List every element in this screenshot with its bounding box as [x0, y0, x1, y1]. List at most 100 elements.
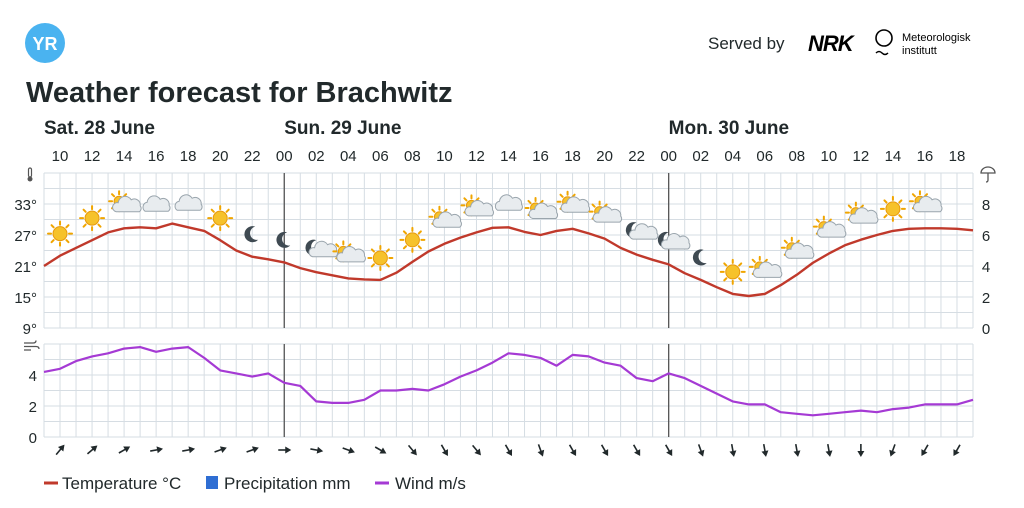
wind-arrow-head [697, 449, 705, 457]
partly-cloudy-day-icon [460, 194, 494, 217]
wind-arrow-head [666, 449, 673, 457]
temperature-tick-label: 15° [14, 290, 37, 307]
served-by-label: Served by [708, 34, 785, 53]
cloud-shape [432, 211, 462, 228]
day-label: Mon. 30 June [669, 118, 789, 139]
wind-arrow-icon [921, 444, 929, 457]
met-logo[interactable]: Meteorologisk institutt [875, 29, 971, 57]
sun-icon [79, 205, 106, 232]
hour-tick-label: 10 [821, 148, 838, 165]
sun-ray [111, 193, 116, 198]
cloud-shape [174, 194, 203, 211]
cloud-shape [848, 207, 879, 224]
wind-arrow-icon [600, 444, 609, 457]
wind-arrow-head [953, 449, 960, 457]
sun-disc [212, 210, 228, 226]
wind-arrow-icon [182, 446, 196, 454]
wind-arrow-head [123, 446, 131, 453]
series-layer [43, 222, 974, 417]
partly-cloudy-day-icon [844, 201, 879, 224]
wind-arrow-icon [374, 446, 387, 454]
sun-disc [372, 250, 388, 266]
cloud-shape [592, 206, 623, 223]
hour-tick-label: 22 [244, 148, 261, 165]
wind-arrow-head [634, 449, 641, 457]
wind-tick-label: 2 [29, 399, 37, 416]
cloud-icon [494, 194, 523, 211]
sun-ray [898, 199, 903, 204]
legend-temperature: Temperature °C [62, 474, 181, 493]
partly-cloudy-day-icon [748, 255, 783, 278]
moon-shape [244, 226, 259, 243]
nrk-logo-text: NRK [808, 31, 856, 56]
met-logo-line2: institutt [902, 45, 937, 57]
hour-tick-label: 16 [917, 148, 934, 165]
cloud-shape [560, 196, 591, 213]
wind-arrow-icon [214, 446, 227, 453]
temperature-tick-label: 9° [23, 321, 37, 338]
cloud-shape [628, 223, 659, 240]
temperature-tick-label: 21° [14, 259, 37, 276]
thermometer-icon [27, 167, 33, 182]
cloud-shape [784, 242, 815, 259]
sun-ray [50, 224, 55, 229]
moon-icon [244, 226, 259, 243]
wind-arrow-head [505, 449, 513, 457]
grid-layer [43, 172, 974, 438]
sun-ray [402, 245, 408, 250]
wind-arrow-head [570, 449, 577, 457]
yr-logo-text: YR [32, 34, 57, 54]
sun-ray [738, 262, 743, 267]
hour-tick-label: 04 [340, 148, 357, 165]
sun-ray [431, 208, 436, 213]
hour-tick-label: 02 [308, 148, 325, 165]
wind-arrow-icon [825, 443, 833, 457]
sun-icon [367, 244, 394, 271]
sun-disc [84, 210, 100, 226]
temperature-line [43, 222, 974, 298]
wind-arrow-head [90, 445, 98, 453]
yr-logo[interactable]: YR [25, 23, 65, 63]
wind-arrow-icon [504, 444, 513, 457]
cloud-shape [142, 195, 171, 212]
sun-ray [751, 258, 756, 263]
precipitation-tick-label: 4 [982, 259, 990, 276]
wind-arrow-head [921, 449, 928, 457]
sun-ray [463, 197, 468, 202]
sun-disc [404, 232, 420, 248]
wind-arrow-icon [440, 444, 448, 457]
sun-ray [417, 230, 422, 235]
hour-tick-label: 10 [436, 148, 453, 165]
cloud-shape [112, 195, 142, 213]
wind-arrow-head [219, 446, 227, 453]
wind-arrow-icon [278, 446, 292, 454]
sun-ray [385, 263, 390, 268]
wind-arrow-icon [953, 444, 961, 457]
day-label: Sat. 28 June [44, 118, 155, 139]
wind-arrow-head [57, 444, 65, 452]
wind-tick-label: 4 [29, 368, 37, 385]
sun-ray [65, 224, 70, 229]
sun-ray [738, 277, 743, 282]
sun-ray [527, 199, 532, 205]
wind-arrow-icon [55, 444, 65, 456]
yr-logo-circle [25, 23, 65, 63]
hour-tick-label: 10 [52, 148, 69, 165]
hour-tick-label: 14 [500, 148, 517, 165]
wind-arrow-icon [889, 444, 896, 457]
sun-icon [879, 195, 906, 222]
sun-ray [370, 263, 375, 268]
weather-symbols [47, 190, 943, 285]
wind-direction-row [55, 443, 961, 457]
hour-tick-label: 20 [596, 148, 613, 165]
sun-ray [210, 223, 215, 228]
nrk-logo[interactable]: NRK [808, 31, 857, 56]
partly-cloudy-day-icon [588, 200, 623, 223]
hour-tick-label: 14 [116, 148, 133, 165]
wind-arrow-head [348, 447, 355, 454]
hour-tick-label: 08 [404, 148, 421, 165]
legend-wind: Wind m/s [395, 474, 466, 493]
sun-ray [417, 245, 422, 250]
hour-tick-label: 06 [372, 148, 389, 165]
precipitation-tick-label: 6 [982, 228, 990, 245]
